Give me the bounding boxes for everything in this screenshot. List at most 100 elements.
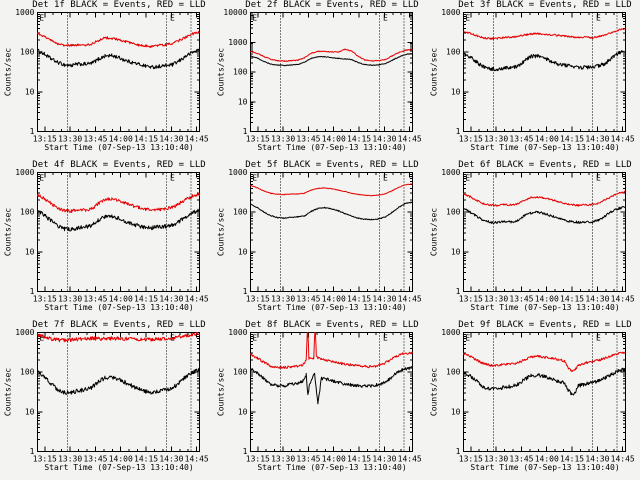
svg-text:13:15: 13:15 (459, 455, 483, 464)
svg-text:100: 100 (20, 368, 35, 377)
svg-text:E: E (465, 14, 470, 23)
svg-text:10: 10 (238, 247, 248, 256)
x-axis-label: Start Time (07-Sep-13 13:10:40) (470, 463, 620, 472)
svg-text:14:15: 14:15 (560, 135, 584, 144)
plot-canvas-det-6f: 1 10 100 1000 13:15 13:30 13:45 14:00 14:15 14:30… (441, 168, 635, 304)
svg-text:14:30: 14:30 (372, 455, 396, 464)
plot-title: Det 9f BLACK = Events, RED = LLD (458, 320, 632, 330)
svg-text:13:45: 13:45 (83, 295, 107, 304)
plot-canvas-det-1f: 1 10 100 1000 13:15 13:30 13:45 14:00 14:15 14:30… (15, 8, 209, 144)
plot-canvas-det-4f: 1 10 100 1000 13:15 13:30 13:45 14:00 14:15 14:30… (15, 168, 209, 304)
svg-text:13:15: 13:15 (33, 295, 57, 304)
x-axis-label: Start Time (07-Sep-13 13:10:40) (470, 303, 620, 312)
plot-canvas-det-3f: 1 10 100 1000 13:15 13:30 13:45 14:00 14:15 14:30… (441, 8, 635, 144)
svg-text:13:15: 13:15 (246, 455, 270, 464)
svg-text:E: E (465, 174, 470, 183)
svg-text:14:00: 14:00 (535, 455, 559, 464)
svg-text:14:30: 14:30 (585, 295, 609, 304)
svg-text:1000: 1000 (441, 328, 460, 337)
svg-text:13:45: 13:45 (83, 455, 107, 464)
svg-text:14:30: 14:30 (159, 135, 183, 144)
svg-text:E: E (383, 334, 388, 343)
svg-text:14:45: 14:45 (398, 295, 422, 304)
svg-text:14:30: 14:30 (585, 135, 609, 144)
svg-text:14:15: 14:15 (560, 295, 584, 304)
svg-text:13:15: 13:15 (459, 135, 483, 144)
svg-text:14:45: 14:45 (611, 135, 635, 144)
svg-text:14:15: 14:15 (347, 455, 371, 464)
svg-text:E: E (170, 14, 175, 23)
x-axis-label: Start Time (07-Sep-13 13:10:40) (257, 303, 407, 312)
svg-text:E: E (465, 334, 470, 343)
svg-text:1: 1 (243, 127, 248, 136)
svg-text:100: 100 (233, 68, 248, 77)
svg-text:E: E (252, 14, 257, 23)
svg-text:14:45: 14:45 (185, 135, 209, 144)
plot-title: Det 2f BLACK = Events, RED = LLD (245, 0, 419, 10)
svg-text:14:00: 14:00 (535, 295, 559, 304)
svg-text:13:45: 13:45 (509, 455, 533, 464)
plot-title: Det 5f BLACK = Events, RED = LLD (245, 160, 419, 170)
svg-text:14:00: 14:00 (322, 295, 346, 304)
svg-text:1000: 1000 (441, 168, 460, 177)
svg-text:13:15: 13:15 (33, 135, 57, 144)
plot-canvas-det-9f: 1 10 100 1000 13:15 13:30 13:45 14:00 14:15 14:30… (441, 328, 635, 464)
svg-text:13:30: 13:30 (58, 295, 82, 304)
svg-text:13:30: 13:30 (271, 135, 295, 144)
svg-text:1000: 1000 (15, 8, 34, 17)
plot-canvas-det-2f: 1 10 100 1000 10000 13:15 13:30 13:45 14:00 14:15… (223, 8, 422, 144)
svg-text:1: 1 (30, 447, 35, 456)
x-axis-label: Start Time (07-Sep-13 13:10:40) (257, 143, 407, 152)
svg-text:14:15: 14:15 (134, 135, 158, 144)
svg-text:13:30: 13:30 (484, 295, 508, 304)
svg-text:10: 10 (451, 87, 461, 96)
svg-text:E: E (39, 14, 44, 23)
svg-text:14:30: 14:30 (372, 295, 396, 304)
x-axis-label: Start Time (07-Sep-13 13:10:40) (470, 143, 620, 152)
svg-text:13:30: 13:30 (271, 295, 295, 304)
svg-text:1: 1 (456, 127, 461, 136)
svg-text:1: 1 (456, 447, 461, 456)
svg-text:13:30: 13:30 (484, 135, 508, 144)
svg-text:14:15: 14:15 (347, 135, 371, 144)
svg-text:1000: 1000 (441, 8, 460, 17)
svg-text:13:15: 13:15 (246, 295, 270, 304)
svg-text:13:45: 13:45 (296, 295, 320, 304)
svg-text:10: 10 (25, 407, 35, 416)
svg-text:100: 100 (20, 208, 35, 217)
subplot-det-6f: Det 6f BLACK = Events, RED = LLD Counts/… (426, 160, 639, 320)
svg-text:14:00: 14:00 (109, 455, 133, 464)
subplot-det-4f: Det 4f BLACK = Events, RED = LLD Counts/… (0, 160, 213, 320)
svg-text:E: E (383, 14, 388, 23)
svg-text:14:15: 14:15 (134, 295, 158, 304)
svg-text:E: E (39, 174, 44, 183)
svg-text:13:15: 13:15 (246, 135, 270, 144)
svg-text:14:45: 14:45 (185, 455, 209, 464)
plot-title: Det 6f BLACK = Events, RED = LLD (458, 160, 632, 170)
svg-text:14:00: 14:00 (109, 135, 133, 144)
svg-text:13:45: 13:45 (509, 135, 533, 144)
svg-text:1000: 1000 (15, 328, 34, 337)
svg-text:1000: 1000 (228, 38, 247, 47)
svg-text:14:45: 14:45 (611, 295, 635, 304)
svg-text:E: E (383, 174, 388, 183)
svg-text:1: 1 (30, 127, 35, 136)
svg-text:14:00: 14:00 (535, 135, 559, 144)
svg-text:14:45: 14:45 (398, 455, 422, 464)
svg-text:E: E (596, 14, 601, 23)
plot-title: Det 7f BLACK = Events, RED = LLD (32, 320, 206, 330)
svg-text:13:30: 13:30 (58, 135, 82, 144)
svg-text:1: 1 (30, 287, 35, 296)
x-axis-label: Start Time (07-Sep-13 13:10:40) (257, 463, 407, 472)
subplot-det-1f: Det 1f BLACK = Events, RED = LLD Counts/… (0, 0, 213, 160)
svg-text:100: 100 (20, 48, 35, 57)
svg-text:13:45: 13:45 (83, 135, 107, 144)
svg-text:E: E (252, 174, 257, 183)
svg-text:14:45: 14:45 (185, 295, 209, 304)
plot-title: Det 4f BLACK = Events, RED = LLD (32, 160, 206, 170)
subplot-det-7f: Det 7f BLACK = Events, RED = LLD Counts/… (0, 320, 213, 480)
svg-text:1: 1 (243, 447, 248, 456)
subplot-det-8f: Det 8f BLACK = Events, RED = LLD Counts/… (213, 320, 426, 480)
svg-text:14:45: 14:45 (398, 135, 422, 144)
